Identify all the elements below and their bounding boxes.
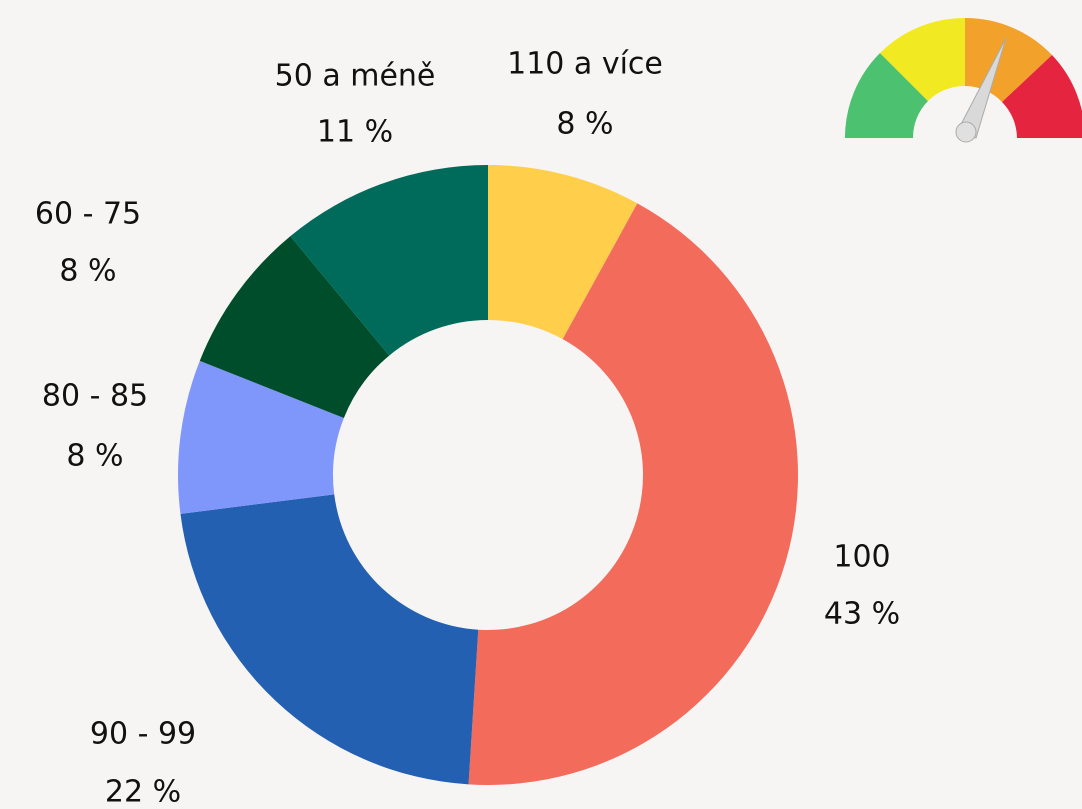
donut-segment xyxy=(199,236,390,418)
donut-segment xyxy=(290,165,488,356)
gauge-icon xyxy=(844,17,1082,143)
segment-label: 90 - 99 xyxy=(90,717,196,752)
segment-value-label: 43 % xyxy=(824,597,900,632)
donut-segment xyxy=(468,203,798,786)
segment-label: 60 - 75 xyxy=(35,197,141,232)
segment-value-label: 11 % xyxy=(317,115,393,150)
segment-label: 50 a méně xyxy=(275,59,436,94)
segment-value-label: 8 % xyxy=(59,254,116,289)
segment-value-label: 22 % xyxy=(105,775,181,809)
segment-value-label: 8 % xyxy=(556,107,613,142)
segment-label: 100 xyxy=(833,540,890,575)
donut-segment xyxy=(180,494,479,785)
donut-segment xyxy=(178,360,344,514)
segment-label: 110 a více xyxy=(507,47,663,82)
segment-label: 80 - 85 xyxy=(42,379,148,414)
donut-segment xyxy=(488,165,638,340)
segment-value-label: 8 % xyxy=(66,439,123,474)
